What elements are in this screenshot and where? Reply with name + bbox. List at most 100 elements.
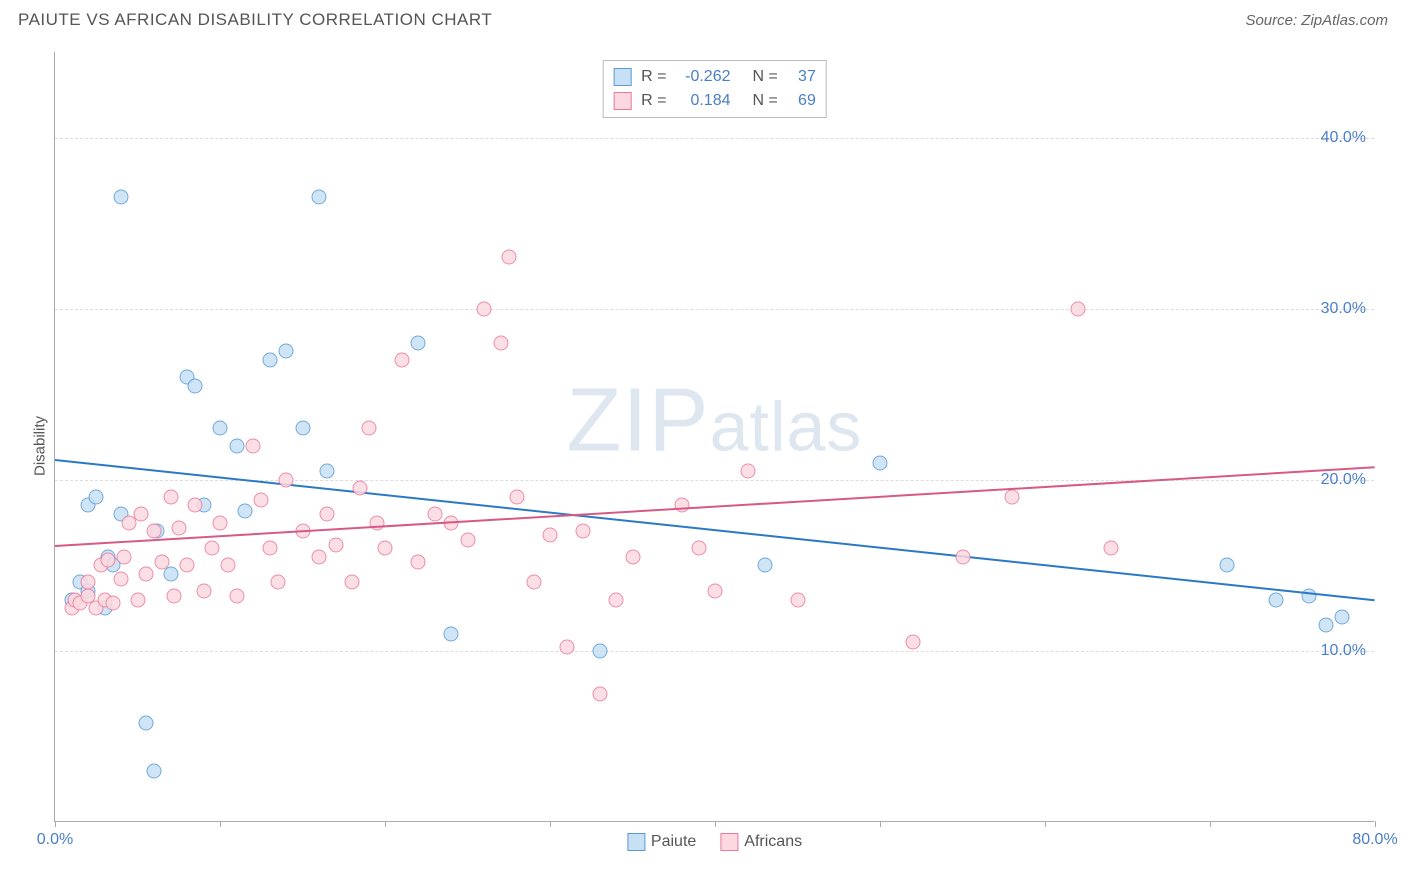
- data-point: [873, 455, 888, 470]
- r-label: R =: [641, 89, 666, 113]
- x-tick: [1045, 821, 1046, 827]
- r-value: 0.184: [677, 89, 731, 113]
- data-point: [609, 592, 624, 607]
- data-point: [501, 250, 516, 265]
- series-swatch: [613, 92, 631, 110]
- stats-box: R = -0.262 N = 37 R = 0.184 N = 69: [602, 60, 827, 118]
- data-point: [279, 344, 294, 359]
- data-point: [411, 554, 426, 569]
- x-tick: [715, 821, 716, 827]
- data-point: [1219, 558, 1234, 573]
- r-value: -0.262: [677, 65, 731, 89]
- data-point: [378, 541, 393, 556]
- legend-label: Africans: [744, 833, 802, 851]
- data-point: [171, 520, 186, 535]
- data-point: [279, 472, 294, 487]
- gridline: [55, 138, 1374, 139]
- legend-swatch: [627, 833, 645, 851]
- data-point: [790, 592, 805, 607]
- data-point: [328, 537, 343, 552]
- r-label: R =: [641, 65, 666, 89]
- data-point: [592, 686, 607, 701]
- data-point: [312, 549, 327, 564]
- data-point: [741, 464, 756, 479]
- data-point: [130, 592, 145, 607]
- legend-item: Paiute: [627, 833, 696, 851]
- data-point: [411, 335, 426, 350]
- data-point: [254, 493, 269, 508]
- data-point: [1269, 592, 1284, 607]
- x-tick: [220, 821, 221, 827]
- data-point: [361, 421, 376, 436]
- data-point: [114, 190, 129, 205]
- data-point: [1104, 541, 1119, 556]
- data-point: [691, 541, 706, 556]
- data-point: [906, 635, 921, 650]
- source-attribution: Source: ZipAtlas.com: [1245, 12, 1388, 29]
- data-point: [117, 549, 132, 564]
- x-tick: [1375, 821, 1376, 827]
- data-point: [345, 575, 360, 590]
- legend-item: Africans: [720, 833, 802, 851]
- data-point: [229, 589, 244, 604]
- data-point: [196, 584, 211, 599]
- data-point: [394, 353, 409, 368]
- data-point: [559, 640, 574, 655]
- n-value: 37: [788, 65, 816, 89]
- stats-row: R = -0.262 N = 37: [613, 65, 816, 89]
- data-point: [114, 572, 129, 587]
- data-point: [444, 626, 459, 641]
- data-point: [81, 575, 96, 590]
- data-point: [757, 558, 772, 573]
- data-point: [295, 421, 310, 436]
- legend: Paiute Africans: [627, 833, 802, 851]
- data-point: [246, 438, 261, 453]
- x-tick: [55, 821, 56, 827]
- data-point: [188, 378, 203, 393]
- header: PAIUTE VS AFRICAN DISABILITY CORRELATION…: [0, 0, 1406, 36]
- data-point: [493, 335, 508, 350]
- data-point: [526, 575, 541, 590]
- n-value: 69: [788, 89, 816, 113]
- x-tick: [1210, 821, 1211, 827]
- x-tick: [385, 821, 386, 827]
- y-axis-label: Disability: [32, 416, 49, 476]
- data-point: [543, 527, 558, 542]
- stats-row: R = 0.184 N = 69: [613, 89, 816, 113]
- data-point: [675, 498, 690, 513]
- data-point: [1071, 301, 1086, 316]
- data-point: [270, 575, 285, 590]
- y-tick-label: 30.0%: [1321, 300, 1366, 318]
- data-point: [237, 503, 252, 518]
- data-point: [188, 498, 203, 513]
- data-point: [320, 464, 335, 479]
- data-point: [592, 643, 607, 658]
- watermark: ZIPatlas: [567, 370, 863, 473]
- data-point: [105, 595, 120, 610]
- data-point: [133, 507, 148, 522]
- n-label: N =: [753, 89, 778, 113]
- n-label: N =: [753, 65, 778, 89]
- data-point: [312, 190, 327, 205]
- data-point: [147, 524, 162, 539]
- x-tick: [550, 821, 551, 827]
- data-point: [955, 549, 970, 564]
- x-tick: [880, 821, 881, 827]
- y-tick-label: 10.0%: [1321, 642, 1366, 660]
- series-swatch: [613, 68, 631, 86]
- data-point: [427, 507, 442, 522]
- watermark-rest: atlas: [710, 388, 863, 466]
- data-point: [213, 421, 228, 436]
- data-point: [625, 549, 640, 564]
- legend-label: Paiute: [651, 833, 696, 851]
- data-point: [155, 554, 170, 569]
- data-point: [166, 589, 181, 604]
- gridline: [55, 309, 1374, 310]
- data-point: [708, 584, 723, 599]
- data-point: [229, 438, 244, 453]
- x-tick-label: 0.0%: [37, 831, 73, 849]
- data-point: [510, 489, 525, 504]
- data-point: [262, 353, 277, 368]
- watermark-big: ZIP: [567, 371, 710, 471]
- data-point: [477, 301, 492, 316]
